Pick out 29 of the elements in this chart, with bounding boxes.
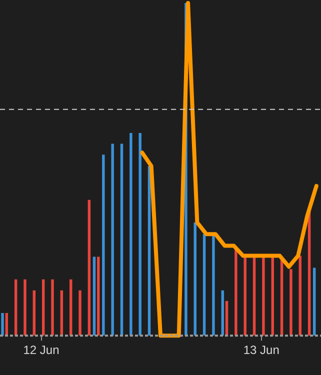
bar	[97, 256, 100, 336]
bar	[252, 256, 256, 336]
bar	[221, 290, 224, 336]
bar	[202, 234, 206, 336]
x-tick-label: 13 Jun	[243, 343, 280, 358]
x-tick-label: 12 Jun	[23, 343, 60, 358]
bar	[42, 279, 45, 336]
bar	[130, 133, 132, 336]
bar	[69, 279, 72, 336]
bar	[24, 279, 26, 336]
bar	[312, 268, 316, 336]
bar	[111, 144, 114, 336]
bar	[88, 200, 91, 336]
bar	[212, 234, 215, 336]
bar	[298, 256, 302, 336]
bar	[102, 154, 105, 336]
bar	[271, 256, 274, 336]
bar	[244, 256, 246, 336]
bar	[120, 144, 124, 336]
bar	[51, 279, 54, 336]
bar	[92, 256, 96, 336]
bar	[32, 290, 36, 336]
bar	[138, 133, 142, 336]
bar	[14, 279, 18, 336]
bar	[1, 312, 4, 336]
bar	[262, 256, 265, 336]
bar	[78, 290, 82, 336]
bar	[194, 222, 196, 336]
bar	[290, 269, 292, 336]
